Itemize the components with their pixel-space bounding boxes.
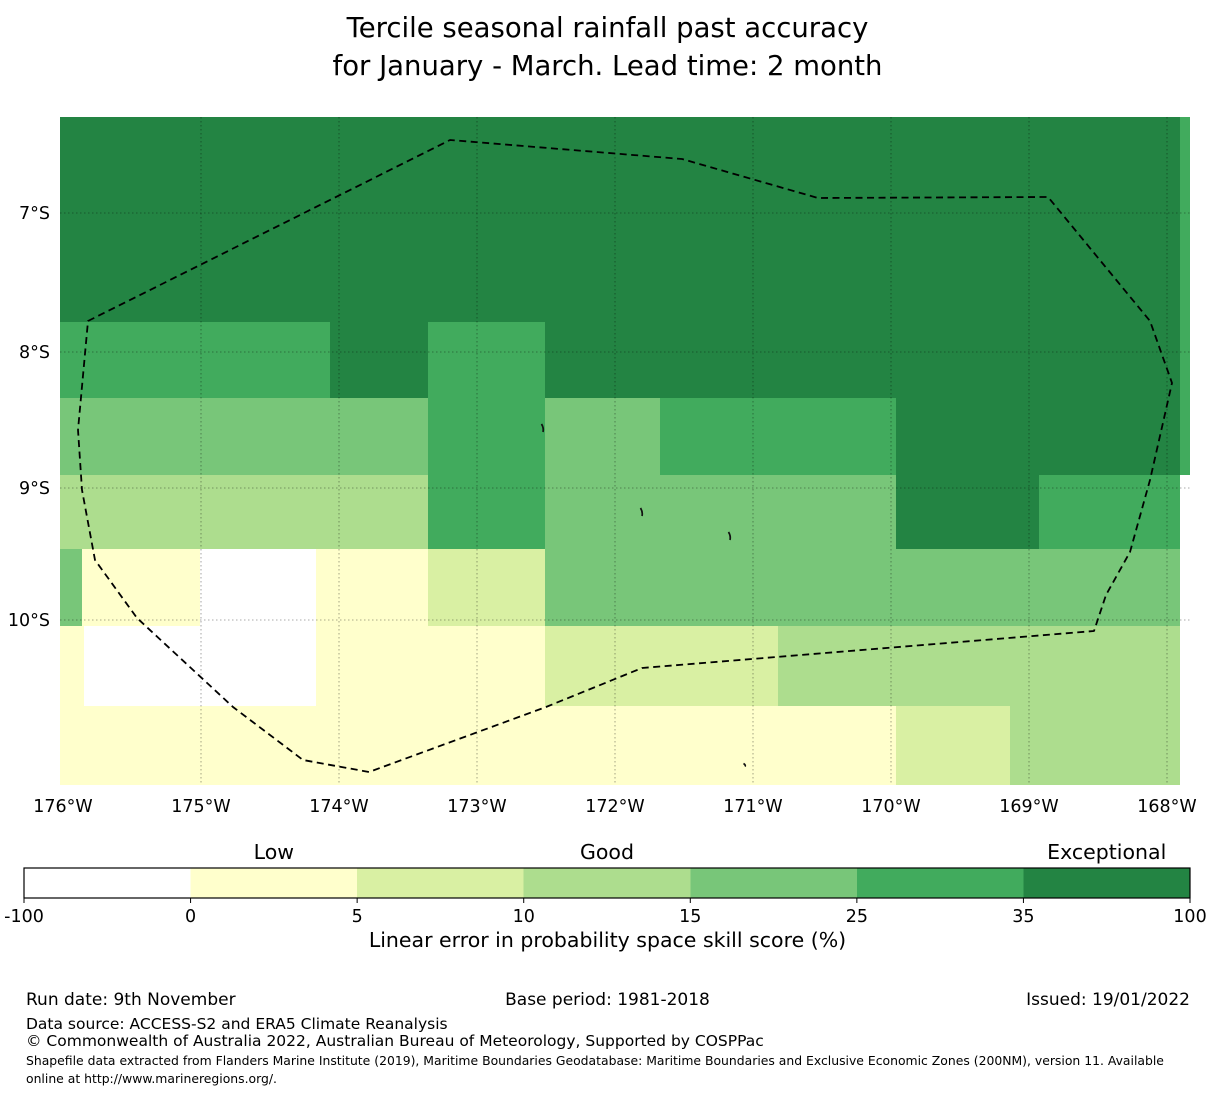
chart-title: Tercile seasonal rainfall past accuracy … <box>0 9 1215 85</box>
map-cell <box>778 626 1180 706</box>
run-date-label: Run date: 9th November <box>26 990 236 1010</box>
colorbar-category-label: Good <box>580 840 634 864</box>
x-tick-label: 171°W <box>723 797 782 817</box>
colorbar-tick-label: 10 <box>513 907 535 927</box>
map-cell <box>428 322 545 398</box>
island-mark <box>727 531 732 541</box>
y-tick-label: 7°S <box>19 204 50 224</box>
map-cell <box>1180 398 1190 475</box>
issued-date-label: Issued: 19/01/2022 <box>1026 990 1190 1010</box>
colorbar-tick-label: 15 <box>679 907 701 927</box>
map-cell <box>200 549 316 626</box>
map-cell <box>428 549 545 626</box>
map-cell <box>545 626 778 706</box>
y-tick-label: 10°S <box>8 611 50 631</box>
x-tick-label: 170°W <box>861 797 920 817</box>
map-cell <box>428 398 545 475</box>
map-cell <box>428 475 545 549</box>
colorbar-segment <box>190 868 358 898</box>
map-cell <box>60 626 84 706</box>
map-cell <box>896 706 1010 785</box>
map-cell <box>84 626 316 706</box>
colorbar-category-label: Low <box>254 840 294 864</box>
map-cell <box>660 398 896 475</box>
colorbar-tick-label: -100 <box>4 907 44 927</box>
colorbar-tick-label: 0 <box>185 907 196 927</box>
colorbar-segment <box>24 868 191 898</box>
map-cell <box>545 322 1180 398</box>
colorbar-tick-label: 5 <box>352 907 363 927</box>
colorbar-segment <box>523 868 691 898</box>
x-tick-label: 168°W <box>1137 797 1196 817</box>
x-tick-label: 176°W <box>33 797 92 817</box>
colorbar-tick-label: 35 <box>1012 907 1034 927</box>
map-cell <box>545 398 660 475</box>
eez-boundary-line <box>77 139 1173 773</box>
map-cell <box>60 475 428 549</box>
colorbar-segment <box>856 868 1024 898</box>
map-cell <box>1180 322 1190 398</box>
map-cell <box>60 706 896 785</box>
map-cell <box>60 117 1180 322</box>
map-cell <box>1010 706 1180 785</box>
island-mark <box>540 423 545 433</box>
map-cell <box>545 549 1180 626</box>
colorbar-category-label: Exceptional <box>1047 840 1166 864</box>
base-period-label: Base period: 1981-2018 <box>505 990 710 1010</box>
map-cell <box>1180 117 1190 322</box>
map-cell <box>60 549 82 626</box>
colorbar-segment <box>1023 868 1190 898</box>
y-tick-label: 8°S <box>19 343 50 363</box>
colorbar-segment <box>357 868 524 898</box>
x-tick-label: 174°W <box>309 797 368 817</box>
x-tick-label: 173°W <box>447 797 506 817</box>
map-cell <box>896 398 1180 475</box>
shapefile-note: Shapefile data extracted from Flanders M… <box>26 1053 1164 1086</box>
y-tick-label: 9°S <box>19 479 50 499</box>
map-cell <box>316 626 545 706</box>
colorbar-tick-label: 25 <box>846 907 868 927</box>
map-cell <box>896 475 1039 549</box>
map-cell <box>82 549 200 626</box>
map-cell <box>316 549 428 626</box>
map-cell <box>545 475 896 549</box>
colorbar-axis-label: Linear error in probability space skill … <box>368 928 847 952</box>
map-cell <box>330 322 428 398</box>
map-cell <box>60 398 428 475</box>
x-tick-label: 172°W <box>585 797 644 817</box>
colorbar-outline <box>23 867 1191 899</box>
colorbar-tick-label: 100 <box>1173 907 1206 927</box>
x-tick-label: 175°W <box>171 797 230 817</box>
footer-line1: Run date: 9th November Base period: 1981… <box>0 990 1215 1012</box>
colorbar-segment <box>690 868 857 898</box>
island-mark <box>743 762 747 767</box>
copyright-label: © Commonwealth of Australia 2022, Austra… <box>26 1032 764 1050</box>
chart-title-line1: Tercile seasonal rainfall past accuracy <box>346 12 869 44</box>
x-tick-label: 169°W <box>999 797 1058 817</box>
map-cell <box>60 322 330 398</box>
island-mark <box>639 507 644 517</box>
chart-title-line2: for January - March. Lead time: 2 month <box>332 50 883 82</box>
map-cell <box>1039 475 1180 549</box>
data-source-label: Data source: ACCESS-S2 and ERA5 Climate … <box>26 1015 448 1033</box>
